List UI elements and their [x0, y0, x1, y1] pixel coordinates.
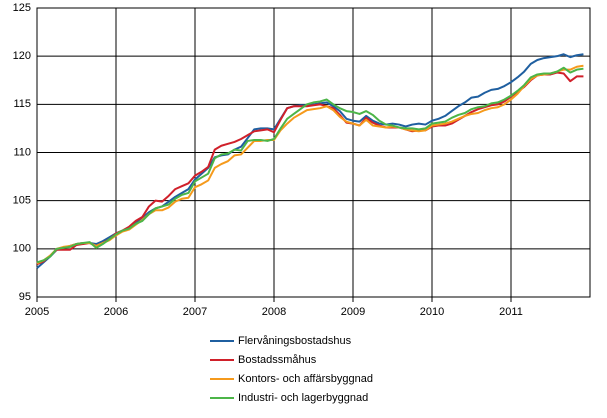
- series-line: [36, 66, 584, 264]
- y-tick-label: 125: [13, 2, 31, 14]
- legend-label: Flervåningsbostadshus: [238, 335, 352, 347]
- x-tick-label: 2007: [183, 306, 207, 318]
- y-tick-label: 95: [19, 291, 31, 303]
- y-tick-label: 120: [13, 50, 31, 62]
- x-tick-label: 2009: [341, 306, 365, 318]
- y-tick-label: 100: [13, 243, 31, 255]
- x-tick-label: 2008: [262, 306, 286, 318]
- x-tick-label: 2010: [420, 306, 444, 318]
- legend-label: Industri- och lagerbyggnad: [238, 392, 368, 404]
- y-tick-label: 110: [13, 146, 31, 158]
- x-tick-label: 2011: [499, 306, 523, 318]
- series-line: [36, 71, 584, 266]
- legend-label: Bostadssmåhus: [238, 354, 317, 366]
- y-tick-label: 115: [13, 98, 31, 110]
- x-tick-label: 2006: [104, 306, 128, 318]
- y-tick-label: 105: [13, 195, 31, 207]
- x-tick-label: 2005: [25, 306, 49, 318]
- legend-label: Kontors- och affärsbyggnad: [238, 373, 373, 385]
- plot-frame: [36, 7, 591, 298]
